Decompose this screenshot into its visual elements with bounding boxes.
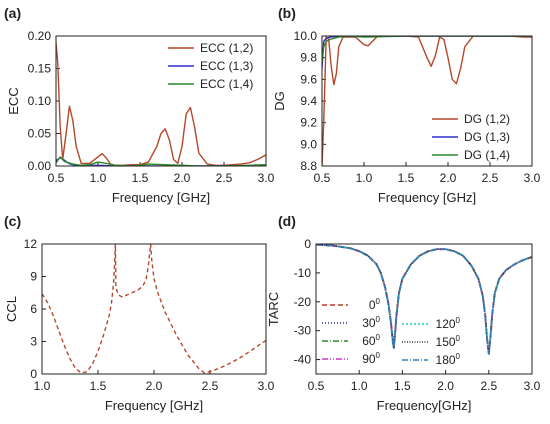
panel-label: (a) bbox=[4, 5, 21, 21]
x-tick-label: 0.5 bbox=[314, 171, 331, 185]
y-tick-label: 0.05 bbox=[28, 127, 52, 141]
x-tick-label: 2.5 bbox=[480, 379, 497, 393]
x-tick-label: 3.0 bbox=[524, 171, 541, 185]
panel-3: (c) 1.0 1.5 2.0 2.5 3.0 0 3 6 9 12 Frequency [GHz] C… bbox=[4, 213, 275, 413]
series-line-5 bbox=[316, 244, 532, 355]
y-tick-label: 9.6 bbox=[300, 72, 317, 86]
series-line-3 bbox=[316, 244, 532, 355]
y-tick-label: 0.10 bbox=[28, 94, 52, 108]
y-tick-label: 9.0 bbox=[300, 137, 317, 151]
x-tick-label: 2.5 bbox=[482, 171, 499, 185]
y-tick-label: 9.2 bbox=[300, 116, 317, 130]
x-tick-label: 1.5 bbox=[394, 379, 411, 393]
legend-label: 1800 bbox=[436, 352, 461, 367]
legend-label: 1200 bbox=[436, 316, 461, 331]
series-line-2 bbox=[322, 36, 532, 69]
panel-label: (d) bbox=[278, 213, 296, 229]
series-line-3 bbox=[56, 156, 266, 166]
x-tick-label: 1.0 bbox=[351, 379, 368, 393]
legend-label: 300 bbox=[362, 315, 380, 330]
y-tick-label: 9.8 bbox=[300, 51, 317, 65]
legend-label: ECC (1,2) bbox=[200, 41, 253, 55]
legend-label: DG (1,2) bbox=[464, 112, 510, 126]
series-line-7 bbox=[316, 244, 532, 355]
x-tick-label: 2.0 bbox=[437, 379, 454, 393]
x-tick-label: 2.5 bbox=[216, 171, 233, 185]
plot-frame bbox=[315, 243, 533, 375]
x-tick-label: 3.0 bbox=[524, 379, 541, 393]
legend-label: 600 bbox=[362, 333, 380, 348]
y-tick-label: 6 bbox=[30, 302, 37, 316]
legend-label: 900 bbox=[362, 351, 380, 366]
y-tick-label: -20 bbox=[294, 295, 312, 309]
x-tick-label: 2.5 bbox=[202, 379, 219, 393]
series-line-1 bbox=[316, 244, 532, 355]
series-line-1 bbox=[56, 42, 266, 166]
y-tick-label: -10 bbox=[294, 266, 312, 280]
x-tick-label: 1.5 bbox=[90, 379, 107, 393]
x-axis-label: Frequency [GHz] bbox=[378, 190, 476, 205]
x-tick-label: 2.0 bbox=[440, 171, 457, 185]
y-tick-label: 10.0 bbox=[294, 29, 318, 43]
series-line-1 bbox=[42, 244, 266, 374]
y-tick-label: 8.8 bbox=[300, 159, 317, 173]
x-tick-label: 1.5 bbox=[132, 171, 149, 185]
legend-label: 1500 bbox=[436, 334, 461, 349]
legend-label: 00 bbox=[369, 297, 381, 312]
panel-2: (b) 0.5 1.0 1.5 2.0 2.5 3.0 8.8 9.0 9.2 9.4 9.6 9.8 1… bbox=[272, 5, 541, 205]
legend-label: ECC (1,4) bbox=[200, 77, 253, 91]
x-tick-label: 2.0 bbox=[146, 379, 163, 393]
series-line-1 bbox=[322, 36, 532, 166]
plot-frame bbox=[321, 35, 533, 167]
y-axis-label: DG bbox=[272, 91, 287, 111]
x-tick-label: 1.0 bbox=[90, 171, 107, 185]
x-axis-label: Frequency [GHz] bbox=[112, 190, 210, 205]
y-tick-label: 0 bbox=[30, 367, 37, 381]
y-tick-label: 9 bbox=[30, 270, 37, 284]
y-axis-label: CCL bbox=[4, 296, 19, 322]
y-tick-label: 3 bbox=[30, 335, 37, 349]
legend-label: DG (1,4) bbox=[464, 148, 510, 162]
y-tick-label: -30 bbox=[294, 324, 312, 338]
x-tick-label: 1.0 bbox=[356, 171, 373, 185]
y-tick-label: 0 bbox=[304, 237, 311, 251]
series-line-6 bbox=[316, 244, 532, 355]
legend: ECC (1,2) ECC (1,3) ECC (1,4) bbox=[168, 41, 253, 91]
legend: DG (1,2) DG (1,3) DG (1,4) bbox=[432, 112, 510, 162]
panel-label: (b) bbox=[278, 5, 296, 21]
panel-1: (a) 0.5 1.0 1.5 2.0 2.5 3.0 0.00 0.05 0.10 0.15 0.2… bbox=[4, 5, 275, 205]
x-tick-label: 3.0 bbox=[258, 379, 275, 393]
series-line-2 bbox=[316, 244, 532, 355]
x-tick-label: 1.5 bbox=[398, 171, 415, 185]
y-tick-label: 12 bbox=[24, 237, 38, 251]
legend-label: DG (1,3) bbox=[464, 130, 510, 144]
panel-4: (d) 0.5 1.0 1.5 2.0 2.5 3.0 0 -10 -20 -30 -40 Freque… bbox=[266, 213, 541, 413]
series-line-4 bbox=[316, 244, 532, 355]
plot-frame bbox=[55, 35, 267, 167]
x-tick-label: 3.0 bbox=[258, 171, 275, 185]
x-tick-label: 1.0 bbox=[34, 379, 51, 393]
legend: 00 300 600 900 1200 1500 1800 bbox=[322, 297, 461, 367]
y-tick-label: 9.4 bbox=[300, 94, 317, 108]
panel-label: (c) bbox=[4, 213, 21, 229]
x-axis-label: Frequency[GHz] bbox=[377, 398, 472, 413]
y-tick-label: 0.00 bbox=[28, 159, 52, 173]
y-tick-label: -40 bbox=[294, 353, 312, 367]
x-axis-label: Frequency [GHz] bbox=[105, 398, 203, 413]
y-tick-label: 0.15 bbox=[28, 62, 52, 76]
y-tick-label: 0.20 bbox=[28, 29, 52, 43]
plot-frame bbox=[41, 243, 267, 375]
y-axis-label: TARC bbox=[266, 292, 281, 326]
x-tick-label: 0.5 bbox=[48, 171, 65, 185]
legend-label: ECC (1,3) bbox=[200, 59, 253, 73]
x-tick-label: 2.0 bbox=[174, 171, 191, 185]
x-tick-label: 0.5 bbox=[308, 379, 325, 393]
y-axis-label: ECC bbox=[6, 87, 21, 114]
series-line-3 bbox=[322, 36, 532, 64]
